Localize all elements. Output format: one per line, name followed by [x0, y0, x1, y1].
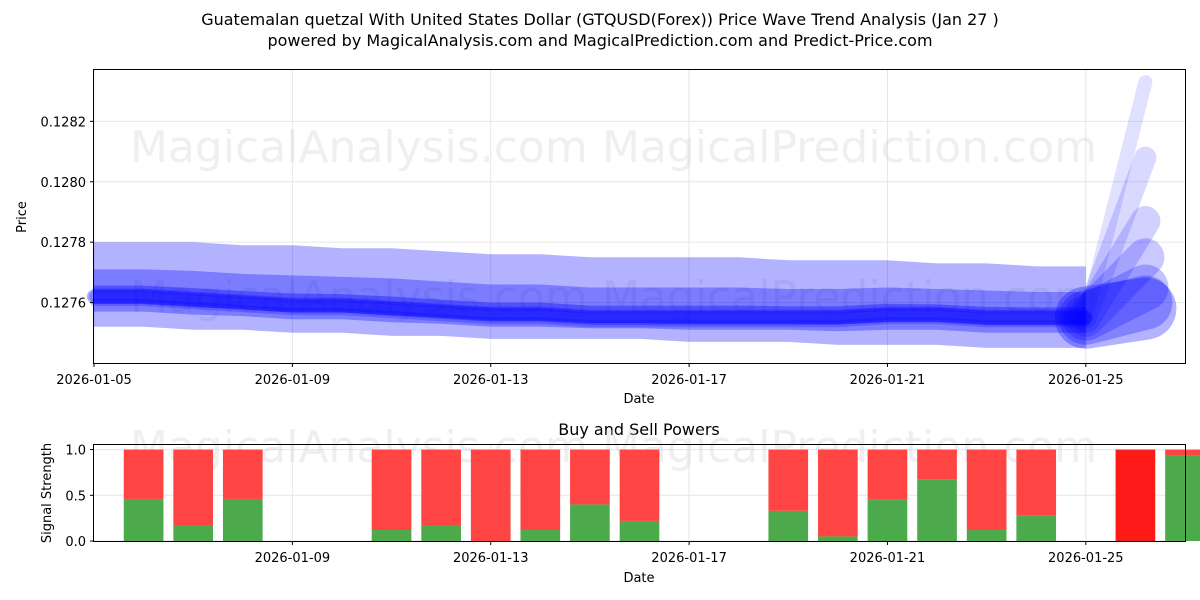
buy-sell-panel: Buy and Sell Powers MagicalAnalysis.com … [40, 420, 1200, 586]
sell-bar-13 [966, 449, 1007, 531]
bottom-chart-title: Buy and Sell Powers [558, 420, 720, 439]
bottom-axes-frame [93, 444, 1186, 542]
wave-line-core [87, 289, 1093, 325]
wave-line-1 [90, 299, 1090, 328]
top-ytick-label-0: 0.1276 [41, 297, 87, 312]
projection-ray-0 [1078, 75, 1153, 325]
sell-bar-15 [1115, 449, 1156, 541]
sell-bar-14 [1016, 449, 1057, 516]
top-gridlines [93, 70, 1185, 363]
top-xtick-label-4: 2026-01-21 [850, 373, 926, 388]
watermark-prediction-top: MagicalPrediction.com [602, 122, 1097, 173]
bottom-ytick-label-0: 0.0 [65, 535, 86, 550]
bottom-y-ticks: 0.0 0.5 1.0 [65, 444, 94, 550]
bottom-x-ticks: 2026-01-09 2026-01-13 2026-01-17 2026-01-21… [255, 541, 1124, 566]
buy-bar-11 [867, 499, 908, 541]
projection-ray-6 [1054, 277, 1177, 349]
top-xtick-label-3: 2026-01-17 [651, 373, 727, 388]
bottom-x-axis-label: Date [623, 571, 654, 586]
buy-bar-0 [123, 498, 164, 541]
buy-bar-2 [222, 498, 263, 541]
buy-bar-9 [768, 510, 809, 541]
projection-ray-1 [1074, 146, 1157, 329]
bottom-xtick-label-0: 2026-01-09 [255, 551, 331, 566]
sell-bar-9 [768, 449, 809, 511]
watermark-analysis-top: MagicalAnalysis.com [130, 122, 588, 173]
buy-bar-4 [421, 525, 461, 541]
top-ytick-label-1: 0.1278 [41, 236, 87, 251]
bottom-xtick-label-1: 2026-01-13 [453, 551, 529, 566]
buy-bar-12 [917, 479, 957, 541]
watermark-prediction-mid: MagicalPrediction.com [602, 272, 1097, 323]
bottom-xtick-label-3: 2026-01-21 [850, 551, 926, 566]
bottom-ytick-label-2: 1.0 [65, 444, 86, 459]
sell-bar-8 [619, 449, 660, 521]
wave-bands [87, 242, 1093, 348]
buy-bar-7 [570, 504, 610, 541]
projection-ray-3 [1066, 238, 1165, 337]
projection-ray-4 [1062, 264, 1169, 341]
sell-bar-3 [371, 449, 412, 531]
buy-bar-1 [173, 525, 214, 541]
sell-bar-10 [818, 449, 858, 537]
top-ytick-label-2: 0.1280 [41, 176, 87, 191]
sell-bar-0 [123, 449, 164, 499]
wave-band-inner [94, 285, 1086, 326]
wave-band-outer [94, 242, 1086, 348]
top-x-ticks: 2026-01-05 2026-01-09 2026-01-13 2026-01-17… [56, 363, 1124, 388]
sell-bar-6 [520, 449, 561, 531]
buy-bar-6 [520, 530, 561, 541]
top-ytick-label-3: 0.1282 [41, 115, 87, 130]
price-wave-panel: MagicalAnalysis.com MagicalPrediction.co… [15, 69, 1186, 407]
buy-sell-bars [123, 449, 1200, 541]
sell-bar-2 [222, 449, 263, 499]
top-axes-frame [93, 69, 1186, 364]
top-y-ticks: 0.1276 0.1278 0.1280 0.1282 [41, 115, 94, 312]
projection-ray-2 [1070, 206, 1161, 333]
bottom-y-axis-label: Signal Strength [40, 443, 55, 543]
sell-bar-7 [570, 449, 610, 505]
top-x-axis-label: Date [623, 392, 654, 407]
sell-bar-1 [173, 449, 214, 526]
top-xtick-label-0: 2026-01-05 [56, 373, 132, 388]
bottom-ytick-label-1: 0.5 [65, 489, 86, 504]
chart-title-line1: Guatemalan quetzal With United States Do… [201, 10, 999, 29]
top-xtick-label-5: 2026-01-25 [1048, 373, 1124, 388]
sell-bar-11 [867, 449, 908, 500]
watermark-analysis-mid: MagicalAnalysis.com [130, 272, 588, 323]
buy-bar-3 [371, 530, 412, 541]
buy-bar-14 [1016, 515, 1057, 541]
projection-fan [1054, 75, 1177, 349]
buy-bar-16 [1165, 455, 1200, 541]
projection-ray-5 [1058, 275, 1173, 345]
sell-bar-5 [470, 449, 511, 541]
wave-line-0 [92, 288, 1088, 314]
buy-bar-13 [966, 530, 1007, 541]
top-y-axis-label: Price [15, 201, 30, 233]
top-xtick-label-2: 2026-01-13 [453, 373, 529, 388]
buy-bar-8 [619, 520, 660, 541]
bottom-xtick-label-2: 2026-01-17 [651, 551, 727, 566]
wave-band-middle [94, 269, 1086, 333]
sell-bar-4 [421, 449, 461, 526]
sell-bar-16 [1165, 449, 1200, 456]
top-xtick-label-1: 2026-01-09 [255, 373, 331, 388]
chart-title-line2: powered by MagicalAnalysis.com and Magic… [267, 31, 933, 50]
buy-bar-10 [818, 536, 858, 541]
bottom-xtick-label-4: 2026-01-25 [1048, 551, 1124, 566]
sell-bar-12 [917, 449, 957, 480]
wave-line-2 [89, 291, 1091, 323]
